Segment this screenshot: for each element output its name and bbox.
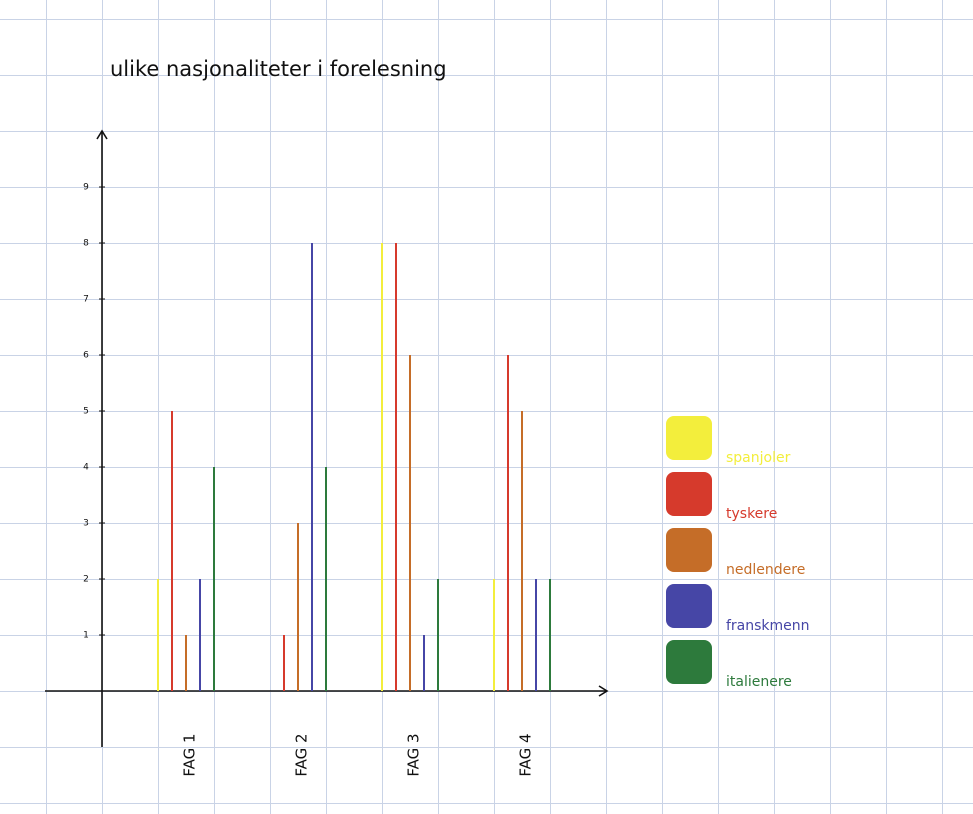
x-tick-label: FAG 3 xyxy=(405,733,423,776)
y-tick-label: 5 xyxy=(83,407,89,417)
y-axis-arrow xyxy=(96,129,108,140)
legend-label: tyskere xyxy=(726,506,777,522)
legend-swatch xyxy=(666,528,712,572)
y-tick-label: 7 xyxy=(83,295,89,305)
legend-label: italienere xyxy=(726,674,792,690)
chart-title: ulike nasjonaliteter i forelesning xyxy=(110,57,447,81)
y-tick-label: 3 xyxy=(83,519,89,529)
y-tick-label: 6 xyxy=(83,351,89,361)
legend-swatch xyxy=(666,416,712,460)
y-tick-label: 4 xyxy=(83,463,89,473)
y-tick-label: 9 xyxy=(83,183,89,193)
legend-swatch xyxy=(666,640,712,684)
legend-label: nedlendere xyxy=(726,562,805,578)
x-tick-label: FAG 1 xyxy=(181,733,199,776)
y-tick-label: 1 xyxy=(83,631,89,641)
x-axis-arrow xyxy=(598,685,609,697)
legend-swatch xyxy=(666,584,712,628)
legend-label: franskmenn xyxy=(726,618,810,634)
x-tick-label: FAG 4 xyxy=(517,733,535,776)
legend-label: spanjoler xyxy=(726,450,791,466)
y-tick-label: 8 xyxy=(83,239,89,249)
x-tick-label: FAG 2 xyxy=(293,733,311,776)
legend-swatch xyxy=(666,472,712,516)
y-tick-label: 2 xyxy=(83,575,89,585)
